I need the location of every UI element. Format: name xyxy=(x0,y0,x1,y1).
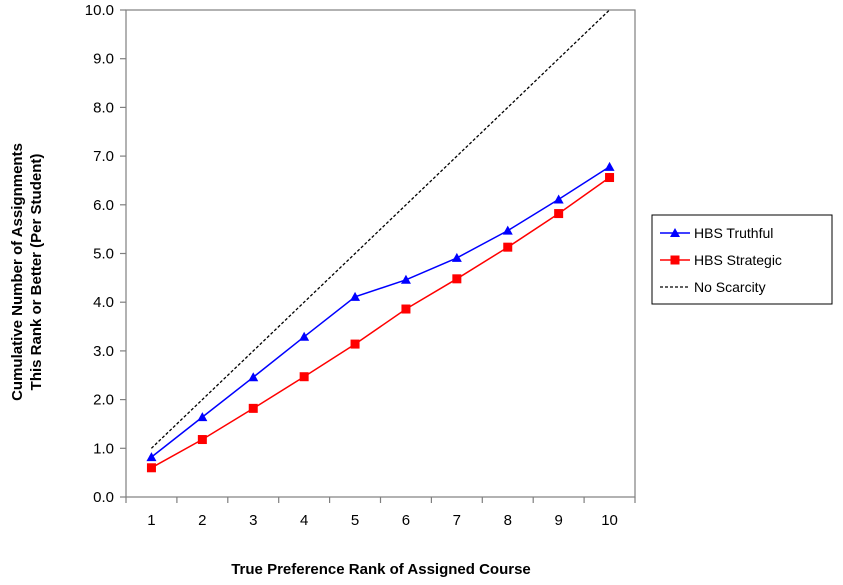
data-point-hbs-strategic xyxy=(401,304,411,314)
data-point-hbs-strategic xyxy=(299,372,309,382)
legend-label-no-scarcity: No Scarcity xyxy=(694,279,766,295)
x-tick-label: 9 xyxy=(554,512,562,529)
y-tick-label: 8.0 xyxy=(93,99,114,116)
data-point-hbs-truthful xyxy=(400,274,411,284)
data-point-hbs-truthful xyxy=(197,412,208,422)
legend-label-hbs-truthful: HBS Truthful xyxy=(694,225,773,241)
data-point-hbs-truthful xyxy=(502,225,513,235)
legend: HBS Truthful HBS Strategic No Scarcity xyxy=(651,214,833,305)
x-tick-label: 3 xyxy=(249,512,257,529)
x-tick-label: 10 xyxy=(601,512,618,529)
y-tick-label: 10.0 xyxy=(85,2,114,19)
series-line-hbs-strategic xyxy=(151,176,610,469)
y-axis-title-line-1: Cumulative Number of Assignments xyxy=(9,143,26,401)
data-point-hbs-truthful xyxy=(146,452,157,462)
x-tick-label: 4 xyxy=(300,512,308,529)
data-point-hbs-truthful xyxy=(299,331,310,341)
series-line-hbs-truthful xyxy=(150,166,610,458)
plot-frame xyxy=(125,9,636,498)
x-tick-label: 8 xyxy=(504,512,512,529)
legend-marker-hbs-truthful xyxy=(670,228,680,237)
data-point-hbs-strategic xyxy=(503,242,513,252)
y-axis-title: Cumulative Number of Assignments This Ra… xyxy=(9,143,45,401)
x-tick-label: 7 xyxy=(453,512,461,529)
data-point-hbs-strategic xyxy=(350,339,360,349)
data-point-hbs-truthful xyxy=(248,372,259,382)
x-tick-label: 1 xyxy=(147,512,155,529)
y-tick-label: 6.0 xyxy=(93,197,114,214)
y-axis-title-line-2: This Rank or Better (Per Student) xyxy=(28,154,45,391)
data-point-hbs-truthful xyxy=(451,252,462,262)
data-point-hbs-strategic xyxy=(197,435,207,445)
data-point-hbs-truthful xyxy=(553,194,564,204)
y-tick-label: 4.0 xyxy=(93,294,114,311)
y-tick-label: 5.0 xyxy=(93,246,114,263)
y-tick-label: 2.0 xyxy=(93,392,114,409)
series-line-no-scarcity xyxy=(150,9,610,449)
y-tick-label: 1.0 xyxy=(93,440,114,457)
data-point-hbs-strategic xyxy=(248,403,258,413)
x-tick-label: 2 xyxy=(198,512,206,529)
data-point-hbs-truthful xyxy=(350,291,361,301)
y-tick-label: 9.0 xyxy=(93,51,114,68)
data-point-hbs-truthful xyxy=(604,161,615,171)
legend-label-hbs-strategic: HBS Strategic xyxy=(694,252,782,268)
y-tick-label: 0.0 xyxy=(93,489,114,506)
x-tick-label: 5 xyxy=(351,512,359,529)
data-point-hbs-strategic xyxy=(452,274,462,284)
y-tick-label: 3.0 xyxy=(93,343,114,360)
data-point-hbs-strategic xyxy=(554,209,564,219)
x-tick-label: 6 xyxy=(402,512,410,529)
legend-marker-hbs-strategic xyxy=(670,255,680,265)
y-tick-label: 7.0 xyxy=(93,148,114,165)
x-axis-title: True Preference Rank of Assigned Course xyxy=(231,561,531,578)
data-point-hbs-strategic xyxy=(146,463,156,473)
plot-area: 0.0 1.0 2.0 3.0 4.0 5.0 6.0 7.0 8.0 9.0 10.0 1 2 3 4 5 6… xyxy=(85,2,636,529)
data-point-hbs-strategic xyxy=(605,173,615,183)
